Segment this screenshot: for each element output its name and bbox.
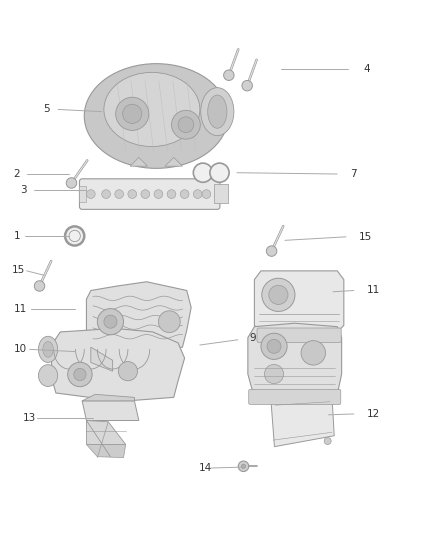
Circle shape [34,281,45,291]
Polygon shape [86,421,125,445]
Polygon shape [130,157,147,166]
Text: 7: 7 [350,169,356,179]
Circle shape [300,341,325,365]
Circle shape [74,368,86,381]
Circle shape [241,464,245,469]
Circle shape [122,104,141,124]
Circle shape [104,315,117,328]
Text: 3: 3 [20,185,26,195]
Circle shape [178,117,193,133]
Ellipse shape [43,342,53,357]
Circle shape [238,461,248,472]
Circle shape [158,311,180,333]
FancyBboxPatch shape [248,390,340,405]
Circle shape [66,177,77,188]
Ellipse shape [104,72,199,147]
Circle shape [102,190,110,198]
FancyBboxPatch shape [79,179,219,209]
Ellipse shape [39,365,57,386]
Circle shape [223,70,233,80]
Circle shape [115,190,123,198]
Text: 15: 15 [12,265,25,275]
Polygon shape [213,184,228,203]
Polygon shape [270,398,333,447]
Circle shape [201,190,210,198]
FancyBboxPatch shape [256,328,340,342]
Circle shape [323,438,330,445]
Circle shape [193,163,212,182]
Ellipse shape [200,87,233,135]
Text: 10: 10 [14,344,27,354]
Text: 15: 15 [358,232,371,242]
Circle shape [65,227,84,246]
Text: 13: 13 [22,413,35,423]
Polygon shape [82,394,134,401]
Circle shape [209,163,229,182]
Text: 11: 11 [14,304,27,314]
Circle shape [268,285,287,304]
Text: 2: 2 [14,169,20,179]
Polygon shape [51,328,184,401]
Circle shape [241,80,252,91]
Circle shape [266,340,280,353]
Text: 14: 14 [198,463,211,473]
Polygon shape [254,271,343,332]
Polygon shape [91,347,113,371]
Circle shape [266,246,276,256]
Text: 5: 5 [43,104,49,115]
Polygon shape [86,282,191,352]
Circle shape [167,190,176,198]
Circle shape [127,190,136,198]
Circle shape [261,278,294,311]
Circle shape [116,97,148,131]
Text: 9: 9 [249,334,255,343]
Polygon shape [165,157,182,166]
Circle shape [171,110,200,139]
Circle shape [180,190,188,198]
Circle shape [193,190,201,198]
Circle shape [141,190,149,198]
Polygon shape [82,401,138,421]
Text: 11: 11 [366,286,379,295]
Polygon shape [247,323,341,398]
Circle shape [260,333,286,359]
Text: 4: 4 [363,64,369,74]
Circle shape [86,190,95,198]
Text: 12: 12 [366,409,379,419]
Text: 1: 1 [14,231,20,241]
Circle shape [154,190,162,198]
Ellipse shape [207,95,226,128]
Polygon shape [86,445,125,457]
Circle shape [118,361,137,381]
Circle shape [69,230,80,241]
Ellipse shape [39,336,57,362]
Circle shape [67,362,92,386]
Circle shape [264,365,283,384]
Polygon shape [78,186,85,203]
Ellipse shape [84,63,228,168]
Circle shape [97,309,123,335]
